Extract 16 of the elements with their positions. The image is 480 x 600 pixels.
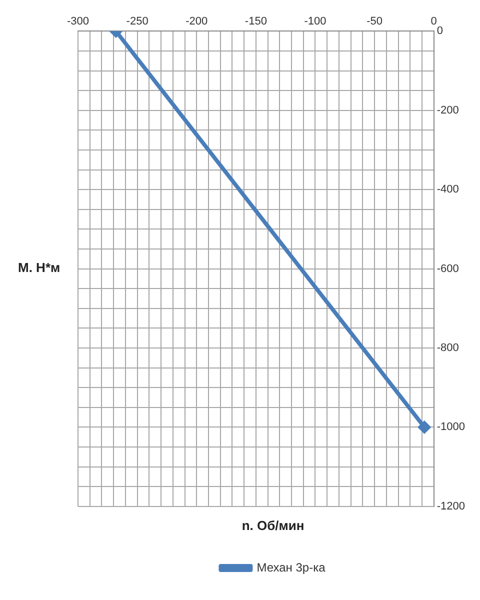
y-tick-label: 0	[436, 25, 443, 38]
legend-label: Механ 3р-ка	[256, 560, 326, 574]
x-tick-label: -200	[186, 16, 208, 28]
y-tick-label: -600	[436, 262, 459, 275]
x-tick-label: -100	[304, 16, 326, 28]
x-axis-title: n. Об/мин	[242, 518, 304, 533]
y-tick-label: -800	[436, 342, 459, 354]
x-tick-label: -150	[244, 16, 267, 28]
y-tick-label: -1000	[436, 421, 466, 434]
x-tick-label: -250	[126, 16, 148, 28]
x-tick-label: -300	[66, 16, 90, 28]
y-tick-label: -200	[436, 104, 459, 116]
y-tick-label: -400	[436, 184, 459, 196]
y-tick-label: -1200	[436, 500, 466, 512]
y-axis-title: M. Н*м	[18, 260, 60, 275]
x-tick-label: -50	[366, 16, 383, 28]
